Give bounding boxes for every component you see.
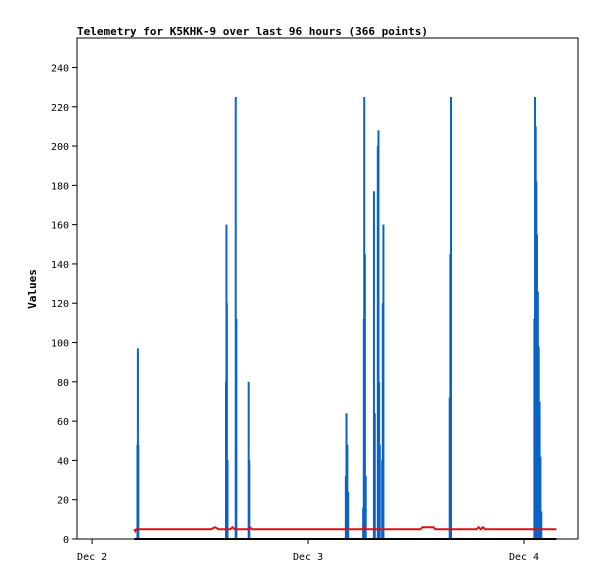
y-tick-label: 180 xyxy=(51,181,69,192)
y-tick-label: 200 xyxy=(51,142,69,153)
y-tick-label: 240 xyxy=(51,63,69,74)
series-1 xyxy=(133,525,557,534)
series-line xyxy=(133,525,557,534)
y-tick-label: 120 xyxy=(51,299,69,310)
y-tick-label: 140 xyxy=(51,260,69,271)
x-axis: Dec 2 Dec 3 Dec 4 xyxy=(77,539,539,563)
y-axis-label: Values xyxy=(26,269,39,309)
y-axis: 0 20 40 60 80 100 120 140 160 180 200 220 240 xyxy=(51,63,77,546)
x-tick-label: Dec 2 xyxy=(77,552,107,563)
y-tick-label: 60 xyxy=(57,417,69,428)
series-layer xyxy=(133,96,557,540)
y-tick-label: 0 xyxy=(63,535,69,546)
x-tick-label: Dec 4 xyxy=(509,552,539,563)
y-tick-label: 40 xyxy=(57,456,69,467)
y-tick-label: 220 xyxy=(51,103,69,114)
y-tick-label: 80 xyxy=(57,378,69,389)
y-tick-label: 20 xyxy=(57,496,69,507)
chart-title: Telemetry for K5KHK-9 over last 96 hours… xyxy=(77,25,428,38)
x-tick-label: Dec 3 xyxy=(293,552,323,563)
plot-area xyxy=(76,37,579,540)
y-tick-label: 100 xyxy=(51,339,69,350)
y-tick-label: 160 xyxy=(51,221,69,232)
series-0 xyxy=(136,96,543,539)
